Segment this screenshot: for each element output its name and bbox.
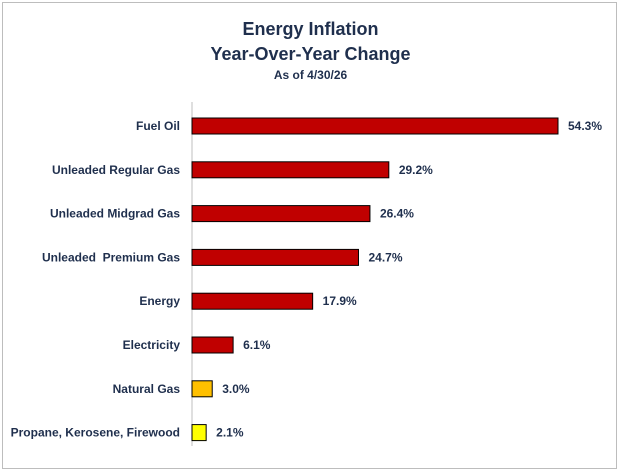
bar [191, 117, 559, 135]
data-label: 3.0% [222, 382, 250, 396]
bar [191, 336, 234, 354]
bar [191, 248, 359, 266]
data-label: 29.2% [399, 163, 433, 177]
data-label: 54.3% [568, 119, 602, 133]
bar [191, 424, 207, 442]
data-label: 26.4% [380, 207, 414, 221]
bar [191, 161, 390, 179]
category-label: Unleaded Premium Gas [42, 250, 180, 264]
data-label: 17.9% [323, 294, 357, 308]
data-label: 2.1% [216, 426, 244, 440]
bar [191, 380, 213, 398]
category-label: Propane, Kerosene, Firewood [11, 426, 180, 440]
category-label: Fuel Oil [136, 119, 180, 133]
chart-date-note: As of 4/30/26 [273, 68, 348, 82]
data-label: 24.7% [368, 250, 402, 264]
chart-title: Energy Inflation [242, 19, 379, 39]
category-label: Unleaded Regular Gas [52, 163, 180, 177]
category-label: Natural Gas [113, 382, 181, 396]
category-label: Energy [139, 294, 180, 308]
bar [191, 292, 314, 310]
category-label: Electricity [123, 338, 181, 352]
category-label: Unleaded Midgrad Gas [50, 207, 180, 221]
data-label: 6.1% [243, 338, 271, 352]
bar [191, 205, 371, 223]
chart-subtitle: Year-Over-Year Change [210, 44, 411, 64]
chart-frame [2, 2, 617, 469]
